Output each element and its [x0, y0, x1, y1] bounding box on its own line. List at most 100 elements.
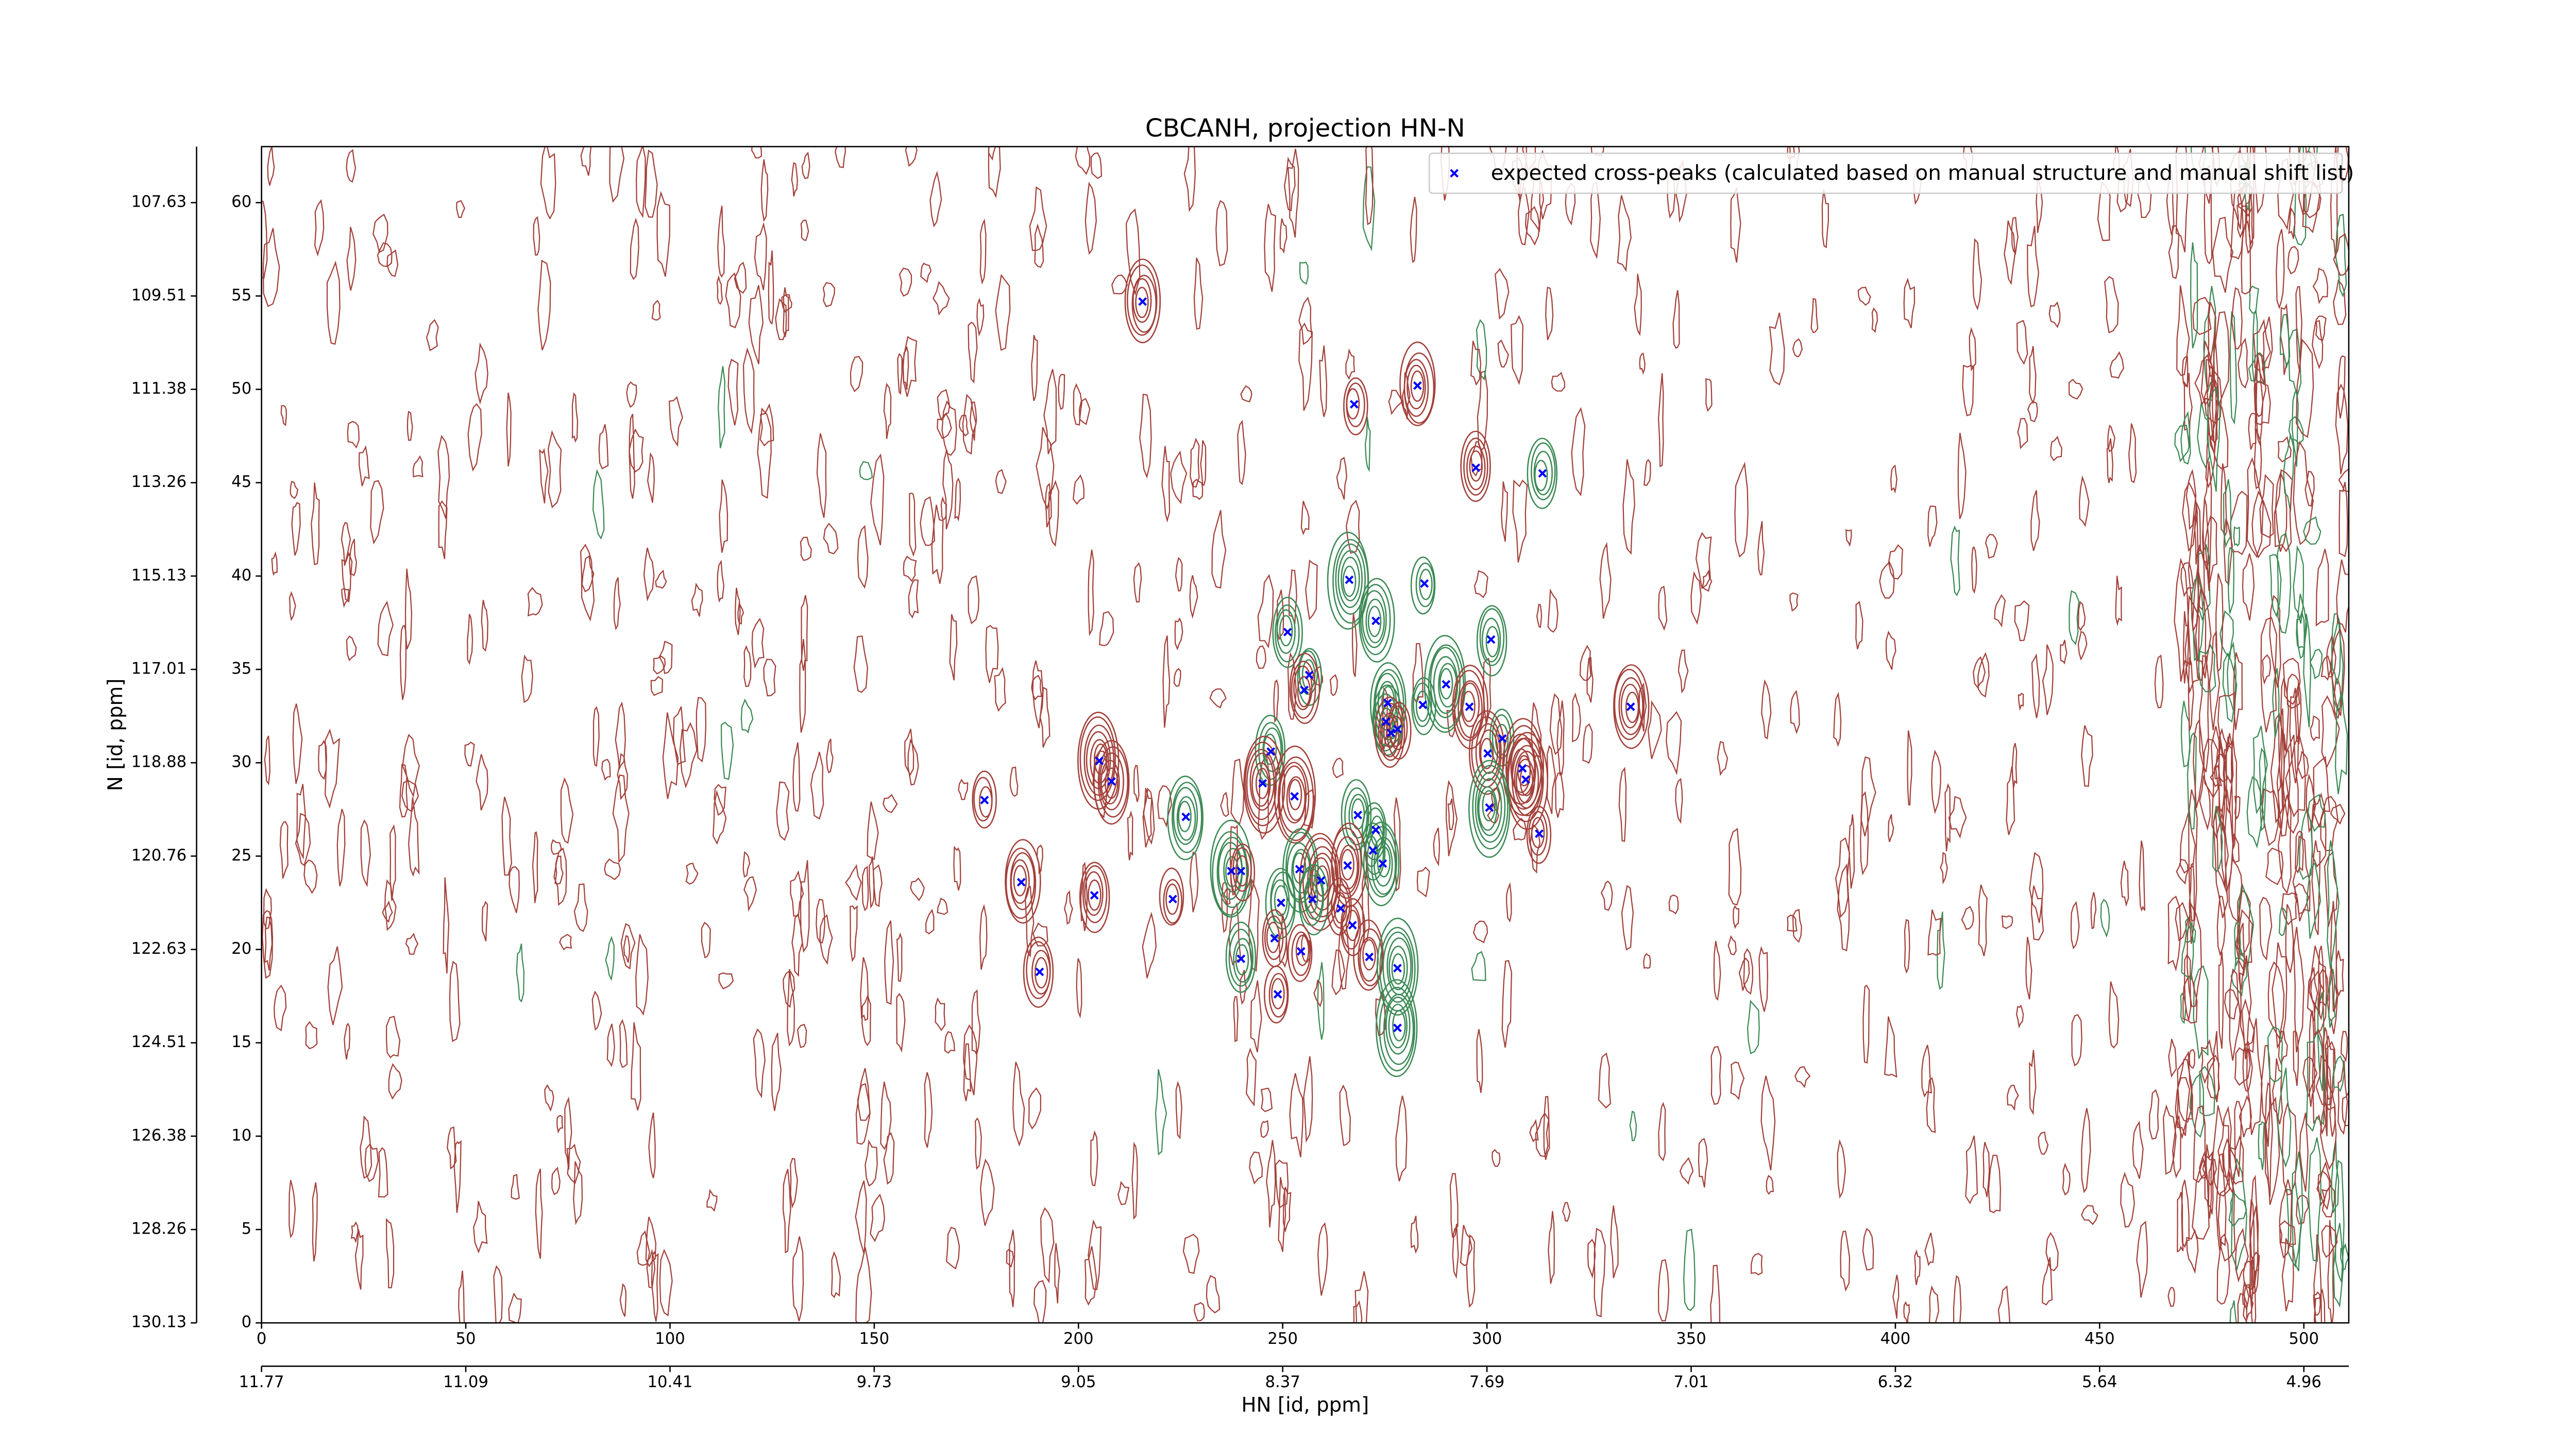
noise-contour: [1362, 871, 1370, 943]
noise-contour: [1885, 630, 1896, 670]
noise-contour: [2295, 286, 2302, 373]
noise-contour: [2229, 1135, 2244, 1185]
noise-contour: [954, 477, 961, 522]
noise-contour: [1175, 557, 1183, 592]
noise-contour: [1647, 700, 1662, 760]
peak-contour: [1388, 1003, 1408, 1049]
noise-contour: [2115, 576, 2122, 627]
y2-tick-label: 124.51: [131, 1033, 187, 1051]
noise-contour: [559, 934, 572, 951]
noise-contour: [1006, 1249, 1014, 1268]
noise-contour: [2269, 554, 2282, 618]
noise-contour: [944, 1031, 955, 1054]
noise-contour: [790, 870, 804, 917]
peak-contour: [1403, 352, 1435, 424]
noise-contour: [783, 287, 789, 338]
noise-contour: [867, 801, 879, 861]
noise-contour: [592, 706, 600, 767]
noise-contour: [626, 381, 637, 408]
peak-contour: [1289, 652, 1320, 724]
peak-contour: [1413, 682, 1432, 727]
legend: expected cross-peaks (calculated based o…: [1428, 153, 2354, 194]
noise-contour: [1758, 946, 1768, 1012]
legend-label: expected cross-peaks (calculated based o…: [1491, 160, 2354, 185]
noise-contour: [2174, 558, 2192, 682]
noise-contour: [2182, 973, 2198, 1024]
noise-contour: [2231, 287, 2243, 350]
cross-peak: [1236, 866, 1246, 875]
noise-contour: [506, 392, 512, 467]
cross-peak: [1350, 400, 1359, 409]
noise-contour: [1495, 268, 1510, 320]
noise-contour: [645, 1217, 657, 1268]
noise-contour: [2011, 216, 2019, 255]
noise-contour: [1586, 657, 1594, 703]
noise-contour: [2293, 1030, 2299, 1086]
noise-contour: [2285, 904, 2294, 973]
cross-peak: [1378, 859, 1387, 868]
noise-contour: [995, 469, 1007, 494]
peak-contour: [1005, 839, 1041, 924]
noise-contour: [2319, 1101, 2337, 1170]
peak-contour: [1291, 849, 1311, 894]
noise-contour: [2227, 641, 2237, 713]
noise-contour: [1551, 372, 1566, 392]
cross-peak: [1295, 865, 1304, 874]
noise-contour: [1339, 1084, 1351, 1146]
noise-contour: [860, 957, 869, 1021]
noise-contour: [1862, 984, 1870, 1064]
noise-contour: [1953, 1275, 1962, 1323]
peak-contour: [1475, 771, 1506, 843]
peak-contour: [1176, 796, 1196, 841]
noise-contour: [2243, 1260, 2257, 1290]
noise-contour: [787, 969, 795, 1047]
noise-contour: [1892, 1274, 1900, 1319]
noise-contour: [899, 267, 912, 297]
noise-contour: [296, 784, 307, 860]
cross-peak: [1300, 685, 1309, 695]
noise-contour: [1879, 561, 1895, 599]
noise-contour: [2215, 1153, 2227, 1251]
noise-contour: [2293, 545, 2304, 624]
noise-contour: [1512, 817, 1527, 841]
noise-contour: [1972, 238, 1982, 311]
noise-contour: [792, 742, 801, 812]
noise-contour: [1075, 146, 1091, 175]
noise-contour: [1994, 594, 2006, 628]
noise-contour: [925, 908, 935, 935]
peak-contour: [1365, 598, 1385, 644]
noise-contour: [1063, 890, 1073, 925]
noise-contour: [1189, 575, 1198, 619]
noise-contour: [845, 864, 862, 901]
noise-contour: [2265, 847, 2284, 885]
noise-contour: [1032, 922, 1048, 947]
x2-tick-label: 7.01: [1673, 1373, 1708, 1391]
noise-contour: [826, 738, 834, 774]
peak-contour: [1526, 806, 1552, 864]
noise-contour: [1317, 962, 1325, 1040]
cross-peak: [1538, 469, 1547, 478]
noise-contour: [859, 461, 873, 480]
cross-peak: [1393, 964, 1402, 973]
noise-contour: [1833, 692, 1842, 747]
noise-contour: [2195, 587, 2212, 679]
peak-contour: [1272, 597, 1303, 668]
noise-contour: [1760, 1075, 1776, 1171]
noise-contour: [2246, 776, 2264, 849]
noise-contour: [456, 200, 466, 218]
peak-contour: [1335, 543, 1366, 615]
noise-contour: [1512, 479, 1528, 563]
noise-contour: [2315, 315, 2327, 342]
noise-contour: [2313, 1288, 2326, 1323]
y2-tick-label: 118.88: [131, 753, 187, 771]
peak-contour: [1093, 740, 1130, 825]
noise-contour: [2245, 194, 2253, 255]
noise-contour: [831, 1251, 841, 1299]
noise-contour: [2136, 1220, 2148, 1298]
cross-peak: [1345, 575, 1354, 584]
peak-contour: [1327, 877, 1352, 936]
noise-contour: [2277, 532, 2292, 634]
noise-contour: [2288, 328, 2302, 399]
noise-contour: [2050, 435, 2063, 462]
noise-contour: [2128, 423, 2137, 483]
